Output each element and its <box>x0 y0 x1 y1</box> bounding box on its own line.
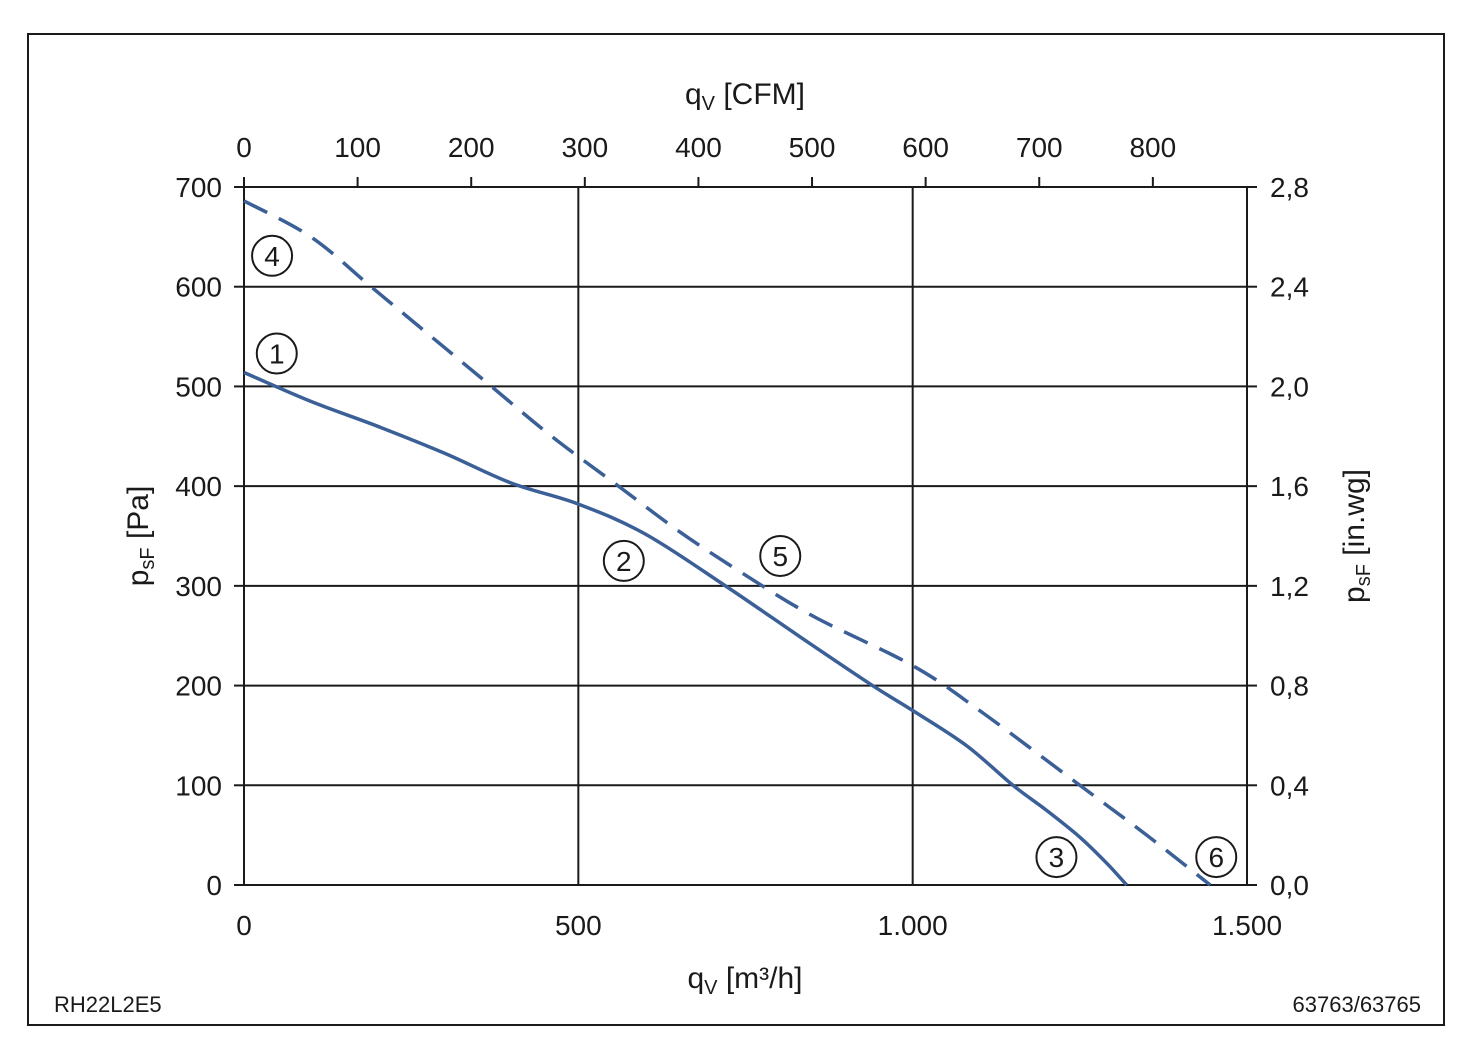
y-tick-label: 400 <box>175 471 222 502</box>
y-tick-label: 100 <box>175 770 222 801</box>
y-tick-label: 200 <box>175 671 222 702</box>
annotation-circle <box>255 332 298 375</box>
y-tick-label: 300 <box>175 571 222 602</box>
x2-tick-label: 200 <box>448 132 495 163</box>
annotation-label: 3 <box>1049 842 1065 873</box>
y-tick-label: 500 <box>175 371 222 402</box>
annotation-label: 4 <box>264 241 280 272</box>
y2-tick-label: 0,0 <box>1270 870 1309 901</box>
drawing-number: 63763/63765 <box>1293 992 1421 1017</box>
x2-tick-label: 800 <box>1129 132 1176 163</box>
y2-tick-label: 2,4 <box>1270 272 1309 303</box>
x2-axis-label: qV [CFM] <box>685 78 805 115</box>
x2-tick-label: 700 <box>1016 132 1063 163</box>
y2-tick-label: 0,4 <box>1270 770 1309 801</box>
y2-tick-label: 0,8 <box>1270 671 1309 702</box>
model-code: RH22L2E5 <box>54 992 162 1017</box>
annotation-label: 2 <box>616 546 632 577</box>
frame <box>27 33 1445 1026</box>
x2-tick-label: 500 <box>789 132 836 163</box>
y-tick-label: 600 <box>175 272 222 303</box>
annotation-label: 1 <box>269 339 285 370</box>
annotation-circle <box>602 539 645 582</box>
y2-tick-label: 2,0 <box>1270 371 1309 402</box>
x2-tick-label: 400 <box>675 132 722 163</box>
x-axis-label: qV [m³/h] <box>687 962 802 999</box>
annotation-label: 5 <box>772 541 788 572</box>
x-tick-label: 500 <box>555 910 602 941</box>
x2-tick-label: 300 <box>561 132 608 163</box>
y2-tick-label: 2,8 <box>1270 172 1309 203</box>
x-tick-label: 1.500 <box>1212 910 1282 941</box>
y-axis-label: psF [Pa] <box>122 486 159 587</box>
x2-tick-label: 600 <box>902 132 949 163</box>
y-tick-label: 0 <box>206 870 222 901</box>
solid-curve <box>243 370 1128 887</box>
annotation-circle <box>1195 836 1238 879</box>
x-tick-label: 0 <box>236 910 252 941</box>
x2-tick-label: 0 <box>236 132 252 163</box>
y2-tick-label: 1,2 <box>1270 571 1309 602</box>
y-tick-label: 700 <box>175 172 222 203</box>
y2-axis-label: psF [in.wg] <box>1338 469 1375 603</box>
dashed-curve <box>243 199 1212 887</box>
annotation-circle <box>251 234 294 277</box>
annotation-circle <box>1035 836 1078 879</box>
x2-tick-label: 100 <box>334 132 381 163</box>
annotation-circle <box>759 534 802 577</box>
x-tick-label: 1.000 <box>878 910 948 941</box>
annotation-label: 6 <box>1208 842 1224 873</box>
y2-tick-label: 1,6 <box>1270 471 1309 502</box>
